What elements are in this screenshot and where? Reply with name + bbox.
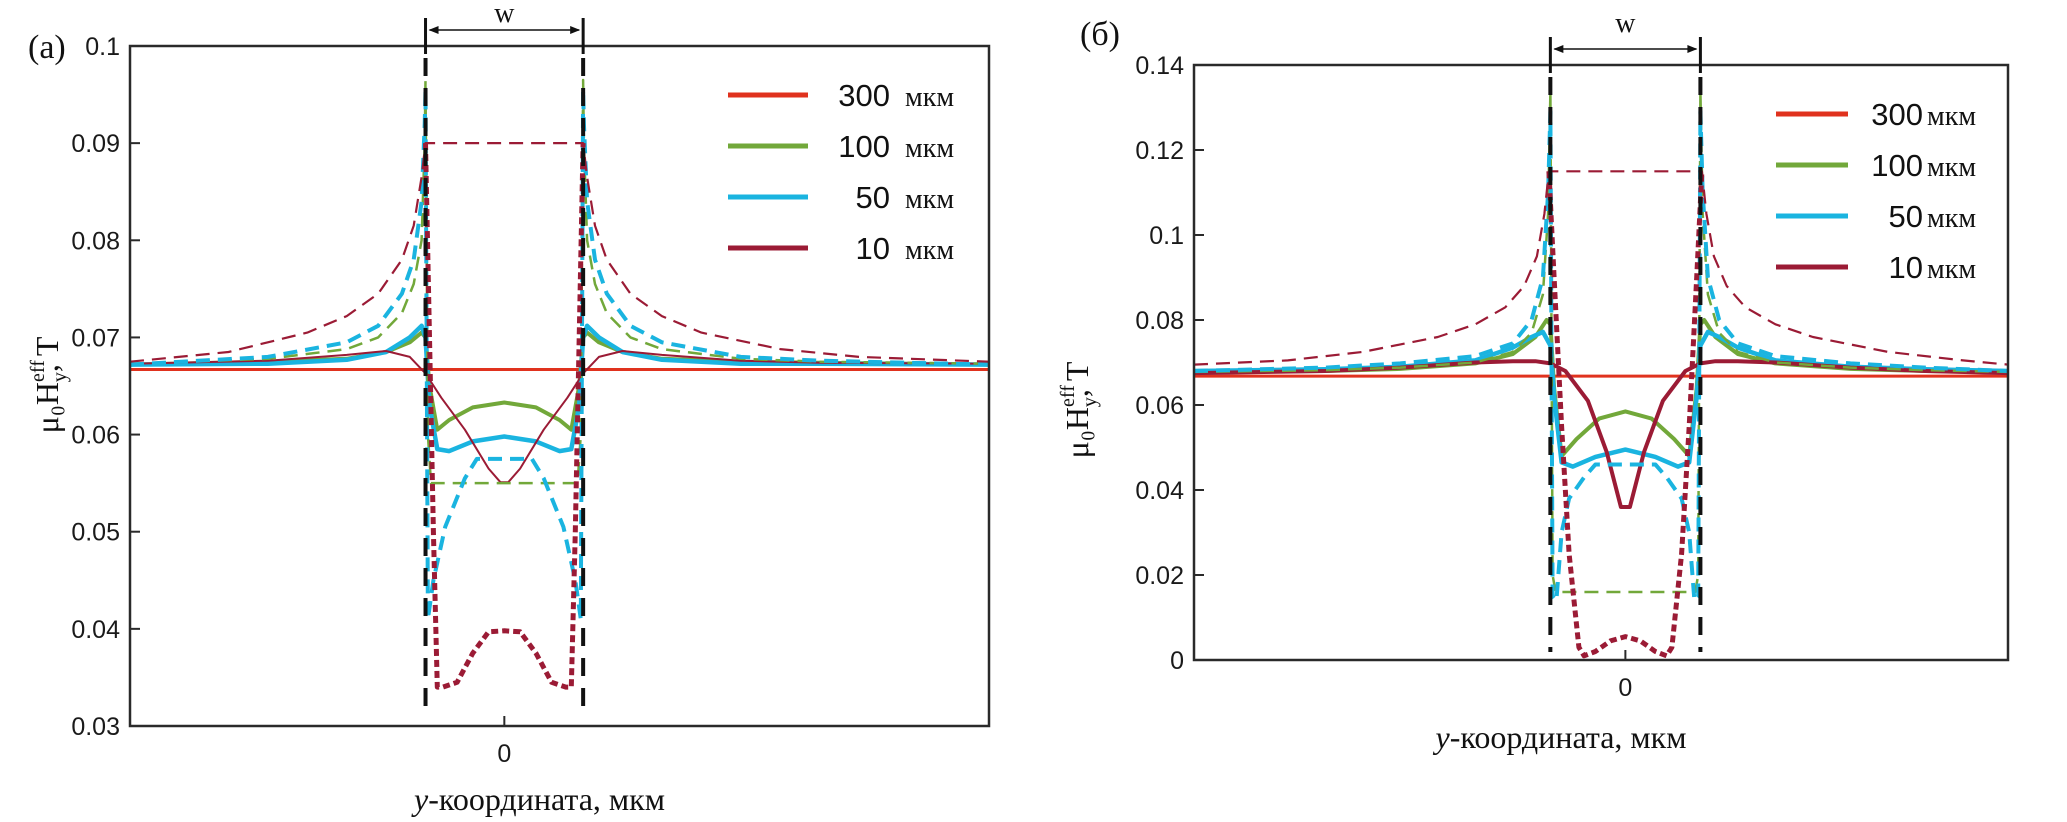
panel-b-label: (б) [1080,16,1120,53]
x-axis-title-italic: y [1433,719,1451,755]
legend-unit: мкм [1927,203,1976,234]
legend-unit: мкм [905,184,954,215]
series-line-50-мкм-dashed [130,87,989,622]
series-line-50-мкм-solid [1194,329,2008,469]
x-tick-label: 0 [497,740,511,768]
y-tick-label: 0.06 [1135,392,1184,420]
panel-b-x-axis-title: y-координата, мкм [1433,719,1687,755]
y-axis-title-sub: y [1079,397,1101,407]
series-line-10-мкм-dotted-inner [1546,171,1705,659]
panel-a-edge-lines [423,58,586,718]
legend-unit: мкм [1927,254,1976,285]
y-tick-label: 0.04 [1135,477,1184,505]
series-line-100-мкм-solid [1194,318,2008,458]
y-tick-label: 0 [1170,647,1184,675]
panel-b: (б) 0 0.02 0.04 0.06 0.08 0.1 0.12 0.14 0 w 300… [1057,8,2010,755]
y-tick-label: 0.03 [71,713,120,741]
y-axis-title-tail: , Т [1059,361,1095,397]
y-tick-label: 0.1 [85,33,120,61]
panel-a: (a) 0.030.040.050.060.070.080.090.1 0 w … [27,0,991,817]
x-axis-title-rest: -координата, мкм [428,781,665,817]
y-axis-title-mu: μ₀H [29,382,65,433]
y-tick-label: 0.12 [1135,137,1184,165]
width-marker-label: w [494,0,515,29]
legend-label: 300 [838,78,890,113]
y-tick-label: 0.04 [71,616,120,644]
x-axis-title-italic: y [411,781,429,817]
series-line-100-мкм-dashed [1194,89,2008,594]
series-line-100-мкм-solid [130,330,989,432]
panel-b-y-axis-title: μ₀Heffy, Т [1057,361,1101,458]
panel-b-series [1194,89,2008,659]
panel-b-plot-frame [1192,63,2010,662]
arrow-left-icon [428,26,439,34]
y-axis-title-sub: y [49,372,71,382]
legend-unit: мкм [1927,152,1976,183]
panel-b-width-marker: w [1548,8,1702,73]
panel-a-plot-frame [128,44,991,728]
y-axis-title-mu: μ₀H [1059,407,1095,458]
legend-label: 50 [856,180,890,215]
y-tick-label: 0.07 [71,324,120,352]
legend-label: 100 [1871,148,1923,183]
panel-b-x-ticks: 0 [1618,650,1632,702]
panel-a-x-axis-title: y-координата, мкм [411,781,665,817]
legend-label: 50 [1889,199,1923,234]
panel-b-edge-lines [1548,77,1703,652]
legend-unit: мкм [1927,101,1976,132]
x-tick-label: 0 [1618,674,1632,702]
series-line-100-мкм-dashed [130,78,989,485]
panel-a-y-axis-title: μ₀Heffy, Т [27,336,71,433]
series-line-50-мкм-solid [130,323,989,454]
y-tick-label: 0.14 [1135,52,1184,80]
y-axis-title-sup: eff [1057,385,1079,407]
y-tick-label: 0.08 [71,227,120,255]
legend-unit: мкм [905,133,954,164]
y-tick-label: 0.08 [1135,307,1184,335]
y-axis-title-tail: , Т [29,336,65,372]
panel-a-series [130,78,989,690]
panel-a-width-marker: w [424,0,585,54]
x-axis-title-rest: -координата, мкм [1450,719,1687,755]
y-tick-label: 0.09 [71,130,120,158]
legend-label: 10 [856,231,890,266]
series-line-10-мкм-dotted-inner [423,143,586,690]
y-tick-label: 0.02 [1135,562,1184,590]
y-tick-label: 0.1 [1149,222,1184,250]
panel-a-legend: 300 мкм 100 мкм 50 мкм 10 мкм [728,78,954,266]
width-marker-label: w [1615,8,1636,39]
series-line-10-мкм-dashed [1194,170,2008,366]
legend-unit: мкм [905,82,954,113]
panel-a-y-ticks: 0.03 0.04 0.05 0.06 0.07 0.08 0.09 0.1 [71,33,140,741]
panel-a-label: (a) [28,29,66,66]
legend-label: 100 [838,129,890,164]
y-tick-label: 0.05 [71,519,120,547]
arrow-right-icon [1687,45,1698,53]
arrow-right-icon [570,26,581,34]
y-tick-label: 0.06 [71,422,120,450]
arrow-left-icon [1553,45,1564,53]
series-line-10-мкм-solid [1194,359,2008,509]
y-axis-title-sup: eff [27,360,49,382]
panel-b-y-ticks: 0 0.02 0.04 0.06 0.08 0.1 0.12 0.14 [1135,52,1204,675]
legend-label: 10 [1889,250,1923,285]
legend-unit: мкм [905,235,954,266]
panel-a-x-ticks: 0 [497,716,511,768]
legend-label: 300 [1871,97,1923,132]
